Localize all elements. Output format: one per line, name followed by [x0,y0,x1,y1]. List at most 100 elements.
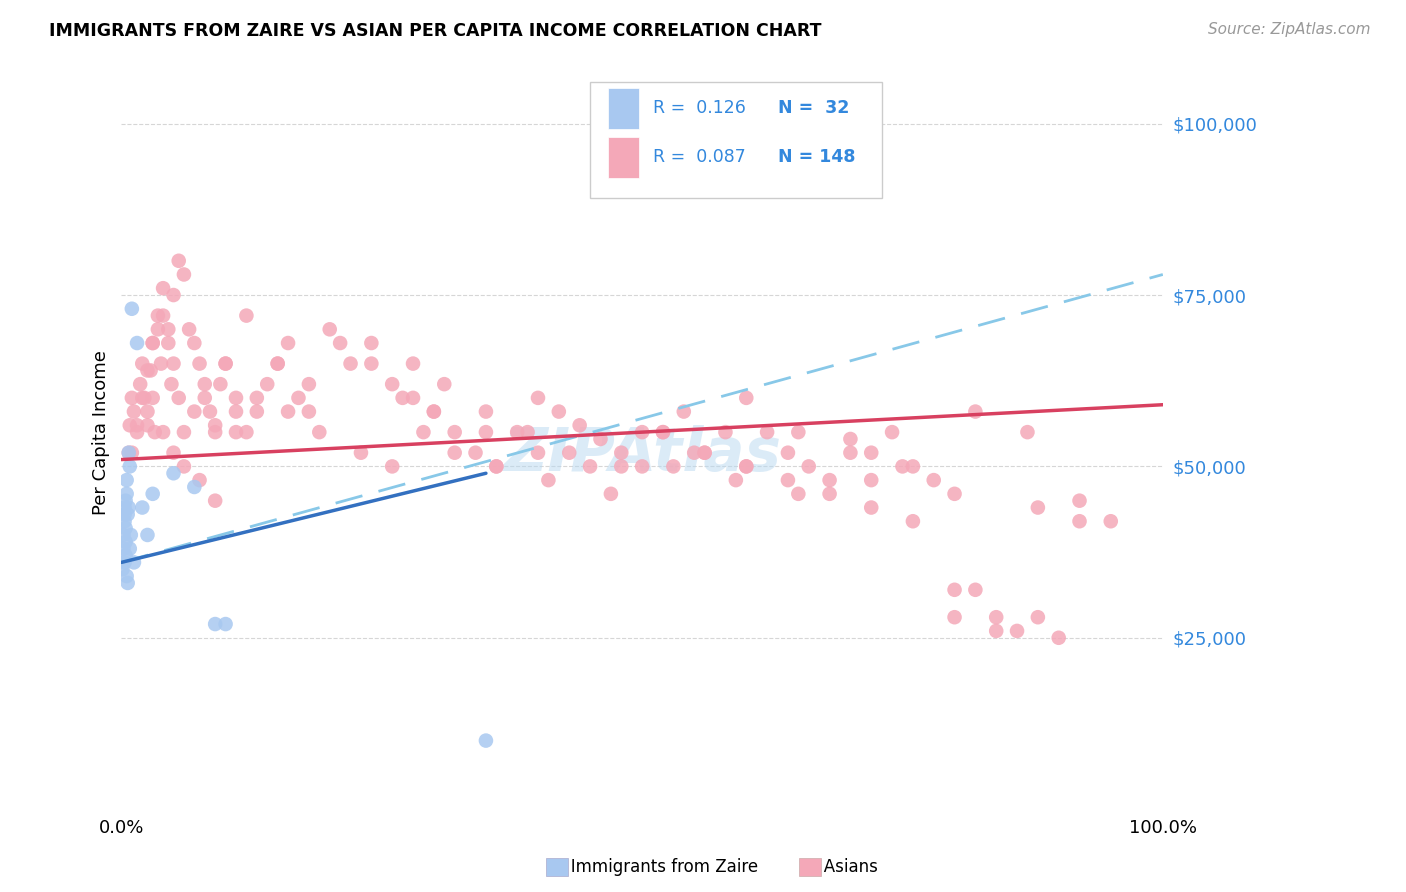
Point [891,459,914,474]
Point [464,446,486,460]
Point [114,549,136,563]
Point [198,404,221,418]
Point [776,473,799,487]
Point [142,487,165,501]
Point [599,487,621,501]
Point [167,253,190,268]
Point [214,357,236,371]
Point [194,377,217,392]
Point [589,432,612,446]
Point [610,459,633,474]
Point [965,582,987,597]
Point [787,487,810,501]
Point [179,322,201,336]
Point [652,425,675,439]
Point [558,446,581,460]
Point [735,391,758,405]
Point [139,363,162,377]
Point [204,617,226,632]
Point [319,322,342,336]
Point [1047,631,1070,645]
Point [579,459,602,474]
Point [114,493,136,508]
Point [118,446,141,460]
Point [1069,514,1091,528]
Point [143,425,166,439]
Point [117,576,139,591]
Point [298,404,321,418]
Point [475,733,498,747]
Point [901,459,924,474]
Point [839,446,862,460]
Point [183,336,205,351]
Point [246,391,269,405]
Point [735,459,758,474]
Point [167,391,190,405]
Point [183,480,205,494]
Point [423,404,446,418]
Point [350,446,373,460]
Point [118,446,141,460]
Point [131,357,153,371]
Point [433,377,456,392]
Point [194,391,217,405]
Point [173,268,195,282]
Point [1017,425,1039,439]
Point [381,377,404,392]
Point [246,404,269,418]
Point [204,425,226,439]
Point [157,322,180,336]
Point [475,425,498,439]
Point [112,528,135,542]
Point [121,301,143,316]
Point [162,467,184,481]
Point [652,425,675,439]
Point [235,309,257,323]
Text: ZIPAtlas: ZIPAtlas [503,425,782,484]
Point [150,357,173,371]
Point [818,487,841,501]
Point [136,404,159,418]
Point [1005,624,1028,638]
Point [162,288,184,302]
Point [114,500,136,515]
Point [683,446,706,460]
Point [860,473,883,487]
Point [391,391,413,405]
Point [329,336,352,351]
Point [115,487,138,501]
Point [125,425,148,439]
Point [118,459,141,474]
Bar [607,87,638,129]
Point [120,528,142,542]
Text: N =  32: N = 32 [778,99,849,117]
Point [136,528,159,542]
Point [277,404,299,418]
Point [173,425,195,439]
Point [860,500,883,515]
Point [122,404,145,418]
Y-axis label: Per Capita Income: Per Capita Income [93,350,110,515]
Point [256,377,278,392]
Point [225,425,247,439]
Point [118,541,141,556]
Point [125,336,148,351]
Point [131,391,153,405]
Point [360,336,382,351]
Point [527,391,550,405]
Bar [607,136,638,178]
Point [485,459,508,474]
Point [136,418,159,433]
Point [112,541,135,556]
Point [986,610,1008,624]
Point [131,500,153,515]
Point [735,459,758,474]
Point [266,357,288,371]
Text: R =  0.087: R = 0.087 [652,148,745,167]
Point [308,425,330,439]
Point [901,514,924,528]
Point [776,446,799,460]
Point [662,459,685,474]
Point [129,377,152,392]
Point [136,363,159,377]
